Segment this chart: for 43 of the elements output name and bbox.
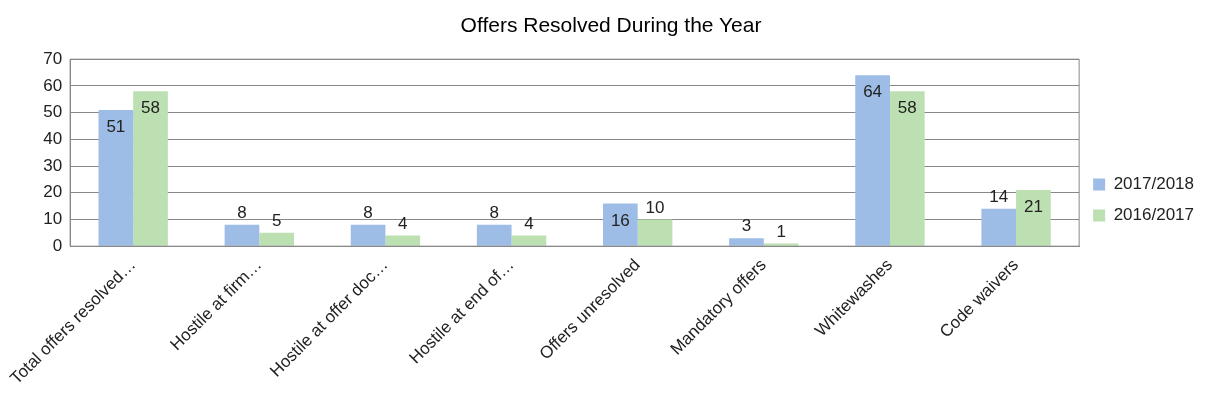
bar [603, 203, 638, 246]
bar [350, 224, 386, 246]
data-label: 5 [271, 211, 282, 231]
data-label: 10 [645, 197, 665, 217]
bar [729, 238, 764, 246]
bar [385, 235, 421, 246]
bar [224, 224, 260, 246]
data-label: 4 [524, 213, 534, 233]
y-tick-label: 30 [43, 155, 63, 175]
data-label: 3 [741, 216, 752, 236]
data-label: 58 [141, 98, 160, 118]
bar [1016, 190, 1051, 246]
bar [476, 224, 512, 246]
data-label: 14 [989, 186, 1009, 206]
data-label: 4 [398, 213, 408, 233]
bar [98, 109, 134, 246]
data-label: 64 [863, 82, 883, 102]
y-tick-label: 20 [43, 182, 63, 202]
y-tick-label: 50 [43, 102, 63, 122]
legend-label: 2016/2017 [1113, 205, 1195, 225]
data-label: 58 [897, 98, 917, 118]
data-label: 8 [489, 203, 499, 223]
bar [981, 208, 1017, 246]
data-label: 51 [106, 117, 126, 137]
bar [511, 235, 547, 246]
data-label: 8 [237, 203, 247, 223]
chart-title: Offers Resolved During the Year [460, 13, 762, 37]
bar [133, 91, 168, 246]
bar [259, 232, 294, 246]
y-tick-label: 10 [43, 209, 63, 229]
y-tick-label: 60 [43, 75, 63, 95]
y-tick-label: 0 [52, 235, 63, 255]
y-tick-label: 40 [43, 129, 63, 149]
bar [889, 91, 925, 246]
data-label: 21 [1023, 197, 1043, 217]
bar [763, 243, 799, 246]
data-label: 16 [610, 210, 630, 230]
data-label: 1 [776, 221, 786, 241]
bar [637, 219, 673, 246]
bar [855, 75, 890, 246]
y-tick-label: 70 [43, 48, 63, 68]
data-label: 8 [363, 203, 373, 223]
legend-label: 2017/2018 [1113, 174, 1195, 194]
